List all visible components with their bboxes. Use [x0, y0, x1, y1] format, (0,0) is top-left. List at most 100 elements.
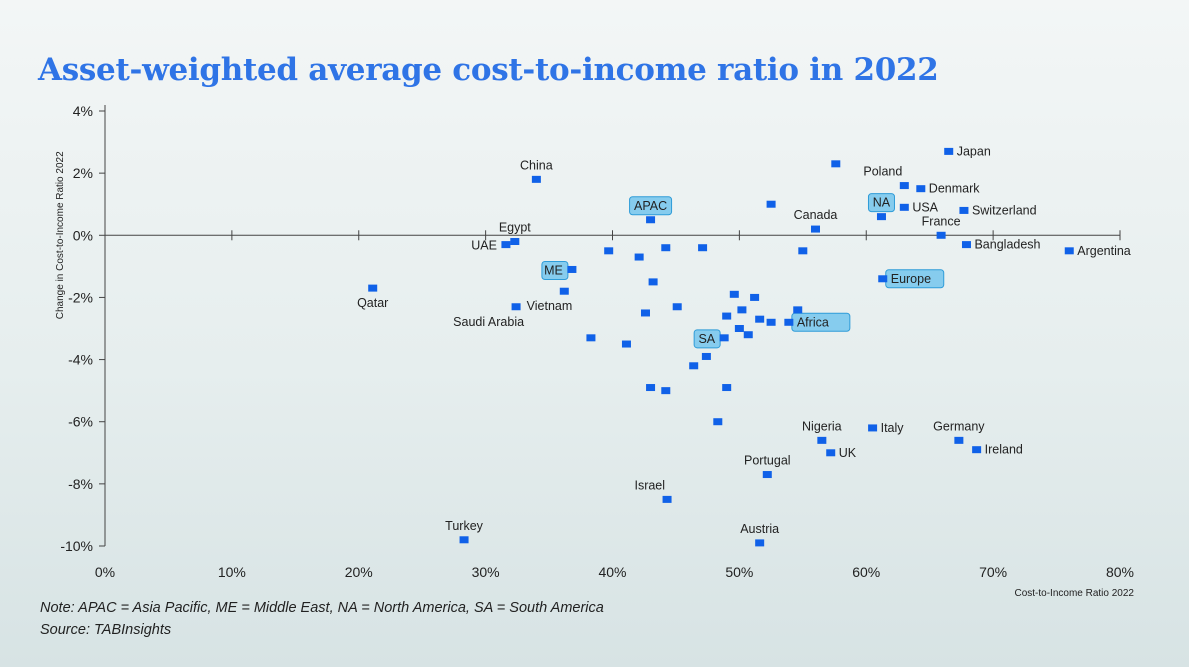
point-label: Africa	[797, 315, 829, 329]
data-point	[634, 253, 644, 261]
point-label-group: Egypt	[499, 221, 531, 235]
point-label-group: UK	[839, 446, 857, 460]
point-label: NA	[873, 196, 891, 210]
point-label: Germany	[933, 419, 985, 433]
point-label-group: USA	[912, 200, 938, 214]
data-point-italy	[868, 424, 878, 432]
point-label-group: APAC	[629, 196, 673, 216]
point-label-group: Portugal	[744, 454, 791, 468]
point-label: Europe	[891, 272, 931, 286]
point-label-group: Vietnam	[527, 299, 573, 313]
data-point	[586, 334, 596, 342]
chart-title: Asset-weighted average cost-to-income ra…	[38, 52, 939, 88]
y-tick-label: 2%	[73, 165, 93, 181]
point-label: Israel	[634, 478, 665, 492]
data-point	[766, 318, 776, 326]
data-point-sa	[719, 334, 729, 342]
data-point	[713, 418, 723, 426]
data-point	[672, 303, 682, 311]
data-point-china	[531, 175, 541, 183]
point-label: Ireland	[985, 443, 1023, 457]
data-point-ireland	[972, 446, 982, 454]
data-point-vietnam	[559, 287, 569, 295]
point-label-group: UAE	[471, 239, 497, 253]
data-point	[755, 315, 765, 323]
point-label-group: Switzerland	[972, 203, 1037, 217]
data-point-egypt	[510, 238, 520, 245]
point-label-group: China	[520, 158, 553, 172]
data-point-africa	[784, 318, 794, 326]
data-point-na	[876, 213, 886, 221]
x-tick-label: 80%	[1106, 564, 1134, 580]
highlight-box	[629, 196, 673, 216]
point-label-group: SA	[693, 329, 721, 349]
data-point-uae	[501, 241, 511, 249]
data-point	[661, 244, 671, 252]
point-label: Switzerland	[972, 203, 1037, 217]
point-label: Portugal	[744, 454, 791, 468]
data-point	[729, 290, 739, 298]
point-label: Vietnam	[527, 299, 573, 313]
data-point	[737, 306, 747, 314]
point-label-group: NA	[867, 193, 895, 213]
point-label-group: Saudi Arabia	[453, 315, 524, 329]
data-point	[722, 312, 732, 320]
data-point	[646, 384, 656, 392]
data-point-poland	[899, 182, 909, 190]
point-label: France	[922, 214, 961, 228]
y-tick-label: -6%	[68, 414, 93, 430]
point-label-group: Bangladesh	[974, 238, 1040, 252]
data-point-europe	[878, 275, 888, 283]
point-label-group: Canada	[794, 208, 838, 222]
x-tick-label: 10%	[218, 564, 246, 580]
point-label: UAE	[471, 239, 497, 253]
point-label: USA	[912, 200, 938, 214]
point-label-group: Austria	[740, 522, 779, 536]
point-label: Egypt	[499, 221, 531, 235]
x-tick-label: 40%	[598, 564, 626, 580]
data-point-qatar	[368, 284, 378, 292]
point-label: ME	[544, 263, 563, 277]
data-point-bangladesh	[961, 241, 971, 249]
point-label-group: France	[922, 214, 961, 228]
data-point	[621, 340, 631, 348]
data-point	[604, 247, 614, 255]
point-label: Nigeria	[802, 419, 842, 433]
data-point-canada	[811, 225, 820, 233]
data-point	[793, 306, 803, 314]
y-tick-label: 4%	[73, 103, 93, 119]
data-point	[831, 160, 841, 168]
point-label-group: Turkey	[445, 519, 483, 533]
data-point-switzerland	[959, 206, 969, 214]
data-point	[648, 278, 658, 286]
x-tick-label: 20%	[345, 564, 373, 580]
point-label: China	[520, 158, 553, 172]
point-label: Italy	[881, 421, 905, 435]
point-label-group: Nigeria	[802, 419, 842, 433]
chart-note: Note: APAC = Asia Pacific, ME = Middle E…	[40, 600, 604, 616]
data-point-france	[936, 231, 946, 239]
point-labels: China Japan Poland Denmark USA Switzerland NA A…	[357, 144, 1131, 536]
point-label: Bangladesh	[974, 238, 1040, 252]
data-point-saudi-arabia	[511, 303, 521, 311]
x-axis-title: Cost-to-Income Ratio 2022	[1014, 588, 1134, 599]
data-point	[722, 384, 732, 392]
point-label-group: Qatar	[357, 296, 388, 310]
x-tick-label: 0%	[95, 564, 115, 580]
y-tick-label: -2%	[68, 289, 93, 305]
axes: 4%2%0%-2%-4%-6%-8%-10%0% 10% 20% 30% 40% 50% 6…	[60, 103, 1134, 580]
point-label-group: ME	[541, 260, 569, 280]
point-label: Qatar	[357, 296, 388, 310]
point-label-group: Italy	[881, 421, 905, 435]
y-tick-label: -8%	[68, 476, 93, 492]
point-label: Saudi Arabia	[453, 315, 524, 329]
data-points	[368, 147, 1074, 547]
data-point	[766, 200, 776, 208]
y-tick-label: -10%	[60, 538, 93, 554]
point-label-group: Ireland	[985, 443, 1023, 457]
data-point-portugal	[762, 471, 772, 479]
data-point-germany	[954, 436, 964, 444]
data-point	[661, 387, 671, 395]
point-label-group: Africa	[791, 312, 851, 332]
point-label: Canada	[794, 208, 838, 222]
